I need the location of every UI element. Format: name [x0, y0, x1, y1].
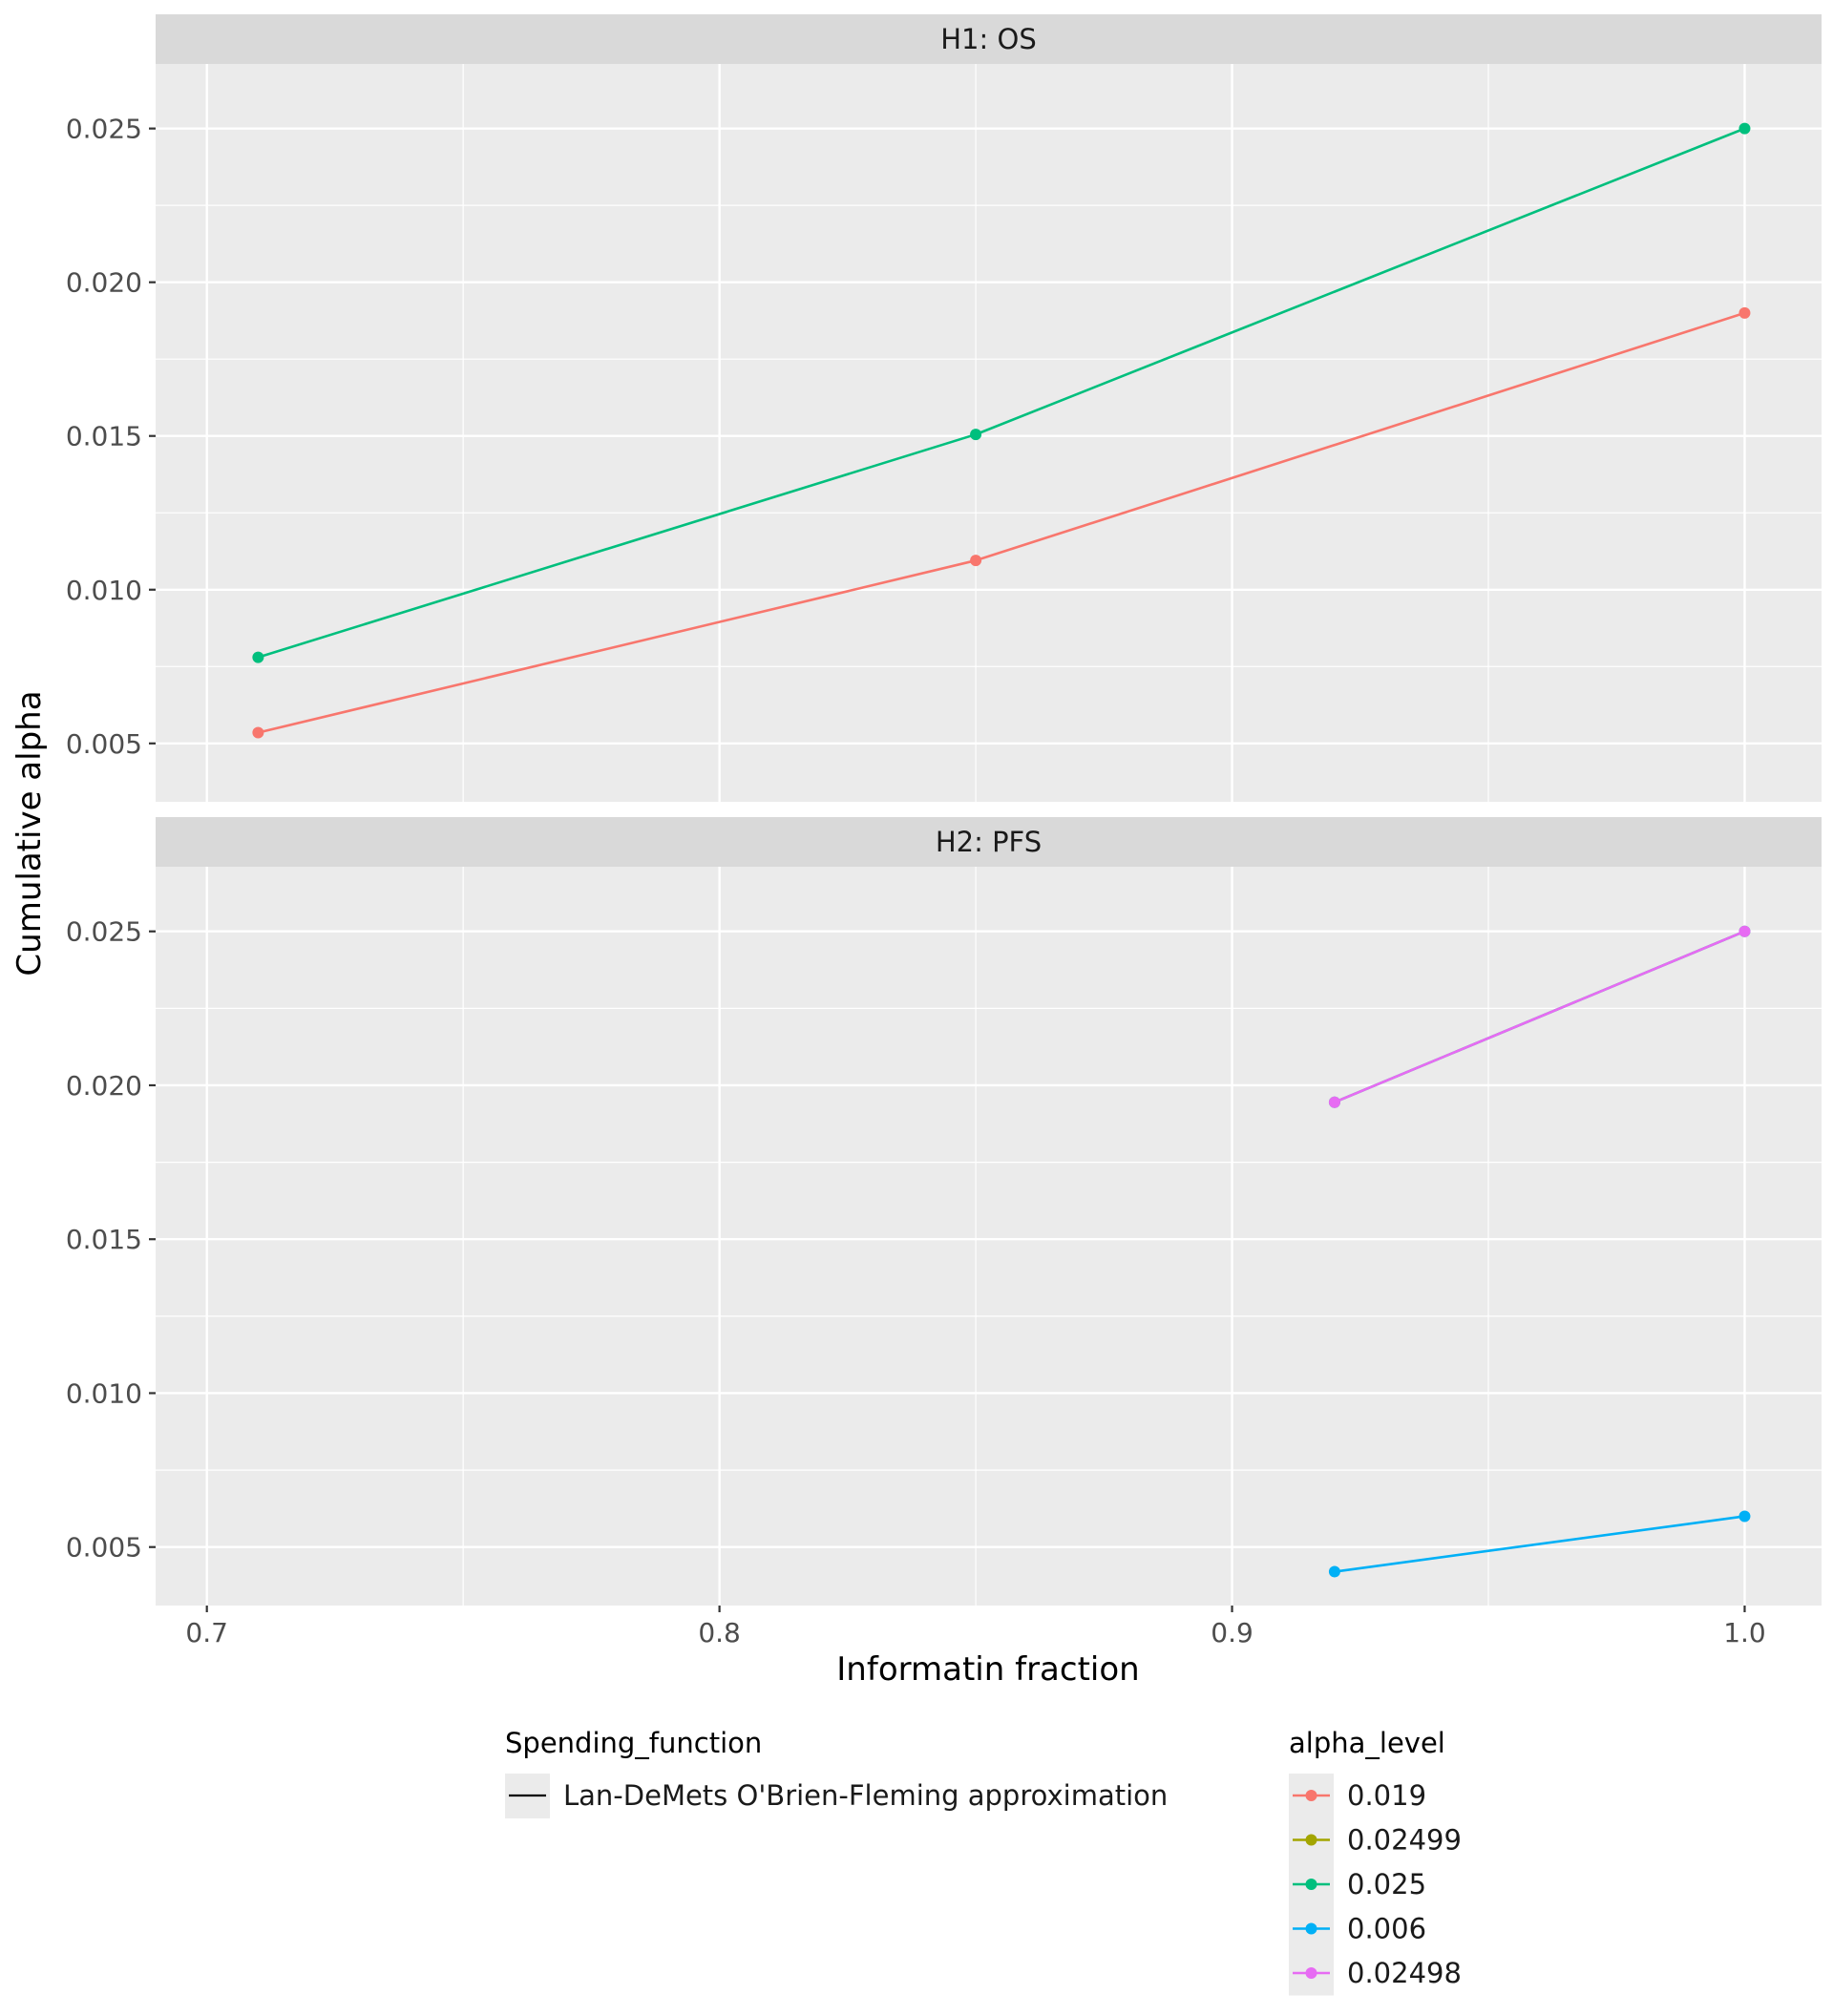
y-tick-label: 0.020 — [66, 267, 142, 299]
series-0.019 — [252, 306, 1751, 739]
legend-key-point — [1305, 1922, 1317, 1935]
series-0.02498 — [1328, 925, 1751, 1108]
facet-strip-label: H2: PFS — [936, 826, 1042, 858]
data-point — [970, 429, 982, 441]
data-point — [252, 651, 264, 663]
data-point — [970, 555, 982, 567]
legend: Spending_function Lan-DeMets O'Brien-Fle… — [505, 1727, 1462, 1996]
legend-key-point — [1305, 1834, 1317, 1846]
data-point — [252, 726, 264, 739]
series-line — [1334, 1515, 1745, 1573]
legend-key-point — [1305, 1879, 1317, 1890]
legend-item-0.025: 0.025 — [1289, 1862, 1426, 1907]
y-tick-label: 0.025 — [66, 114, 142, 145]
legend-item-0.02499: 0.02499 — [1289, 1817, 1462, 1862]
data-point — [1738, 925, 1751, 937]
alpha-level-legend-keys: 0.019 0.02499 0.025 0.006 0.02498 — [1289, 1774, 1462, 1996]
legend-label: 0.019 — [1347, 1779, 1426, 1812]
legend-title-alpha-level: alpha_level — [1289, 1727, 1445, 1759]
legend-key-point — [1305, 1790, 1317, 1801]
legend-key-point — [1305, 1967, 1317, 1979]
y-tick-label: 0.025 — [66, 916, 142, 948]
legend-item-0.02498: 0.02498 — [1289, 1951, 1462, 1996]
legend-label: 0.006 — [1347, 1913, 1426, 1945]
legend-label-spending-function: Lan-DeMets O'Brien-Fleming approximation — [563, 1779, 1168, 1812]
legend-label: 0.02498 — [1347, 1957, 1462, 1989]
data-point — [1738, 306, 1751, 319]
facet-strip — [156, 14, 1822, 64]
legend-label: 0.025 — [1347, 1868, 1426, 1900]
series-0.006 — [1328, 1510, 1751, 1578]
legend-title-spending-function: Spending_function — [505, 1727, 762, 1759]
x-tick-label: 0.9 — [1211, 1617, 1254, 1648]
x-tick-label: 1.0 — [1723, 1617, 1766, 1648]
series-0.025 — [252, 122, 1751, 663]
x-axis: 0.7 0.8 0.9 1.0 — [185, 1606, 1766, 1648]
data-point — [1738, 122, 1751, 135]
y-tick-label: 0.015 — [66, 1224, 142, 1255]
legend-item-0.006: 0.006 — [1289, 1906, 1426, 1951]
y-tick-label: 0.010 — [66, 1377, 142, 1409]
panel-background — [156, 867, 1822, 1606]
y-tick-label: 0.005 — [66, 1532, 142, 1564]
y-tick-label: 0.015 — [66, 421, 142, 452]
y-axis-title: Cumulative alpha — [11, 690, 49, 976]
data-point — [1328, 1096, 1340, 1108]
facet-strip-label: H1: OS — [940, 23, 1036, 55]
x-tick-label: 0.8 — [698, 1617, 741, 1648]
y-tick-label: 0.010 — [66, 575, 142, 606]
series-line — [1334, 930, 1745, 1103]
data-point — [1328, 1565, 1340, 1578]
x-tick-label: 0.7 — [185, 1617, 228, 1648]
panel-h2-pfs: H2: PFS 0.005 0.010 0.015 0.020 0.025 — [66, 817, 1822, 1606]
y-tick-label: 0.020 — [66, 1070, 142, 1102]
x-axis-title: Informatin fraction — [836, 1650, 1139, 1689]
panel-background — [156, 64, 1822, 802]
facet-panels: H1: OS 0.005 0.010 0.015 0.020 0.025 H2: PFS 0.… — [66, 14, 1822, 1606]
y-tick-label: 0.005 — [66, 728, 142, 760]
panel-h1-os: H1: OS 0.005 0.010 0.015 0.020 0.025 — [66, 14, 1822, 802]
legend-label: 0.02499 — [1347, 1824, 1462, 1857]
data-point — [1738, 1510, 1751, 1522]
facet-strip — [156, 817, 1822, 867]
legend-item-0.019: 0.019 — [1289, 1774, 1426, 1818]
